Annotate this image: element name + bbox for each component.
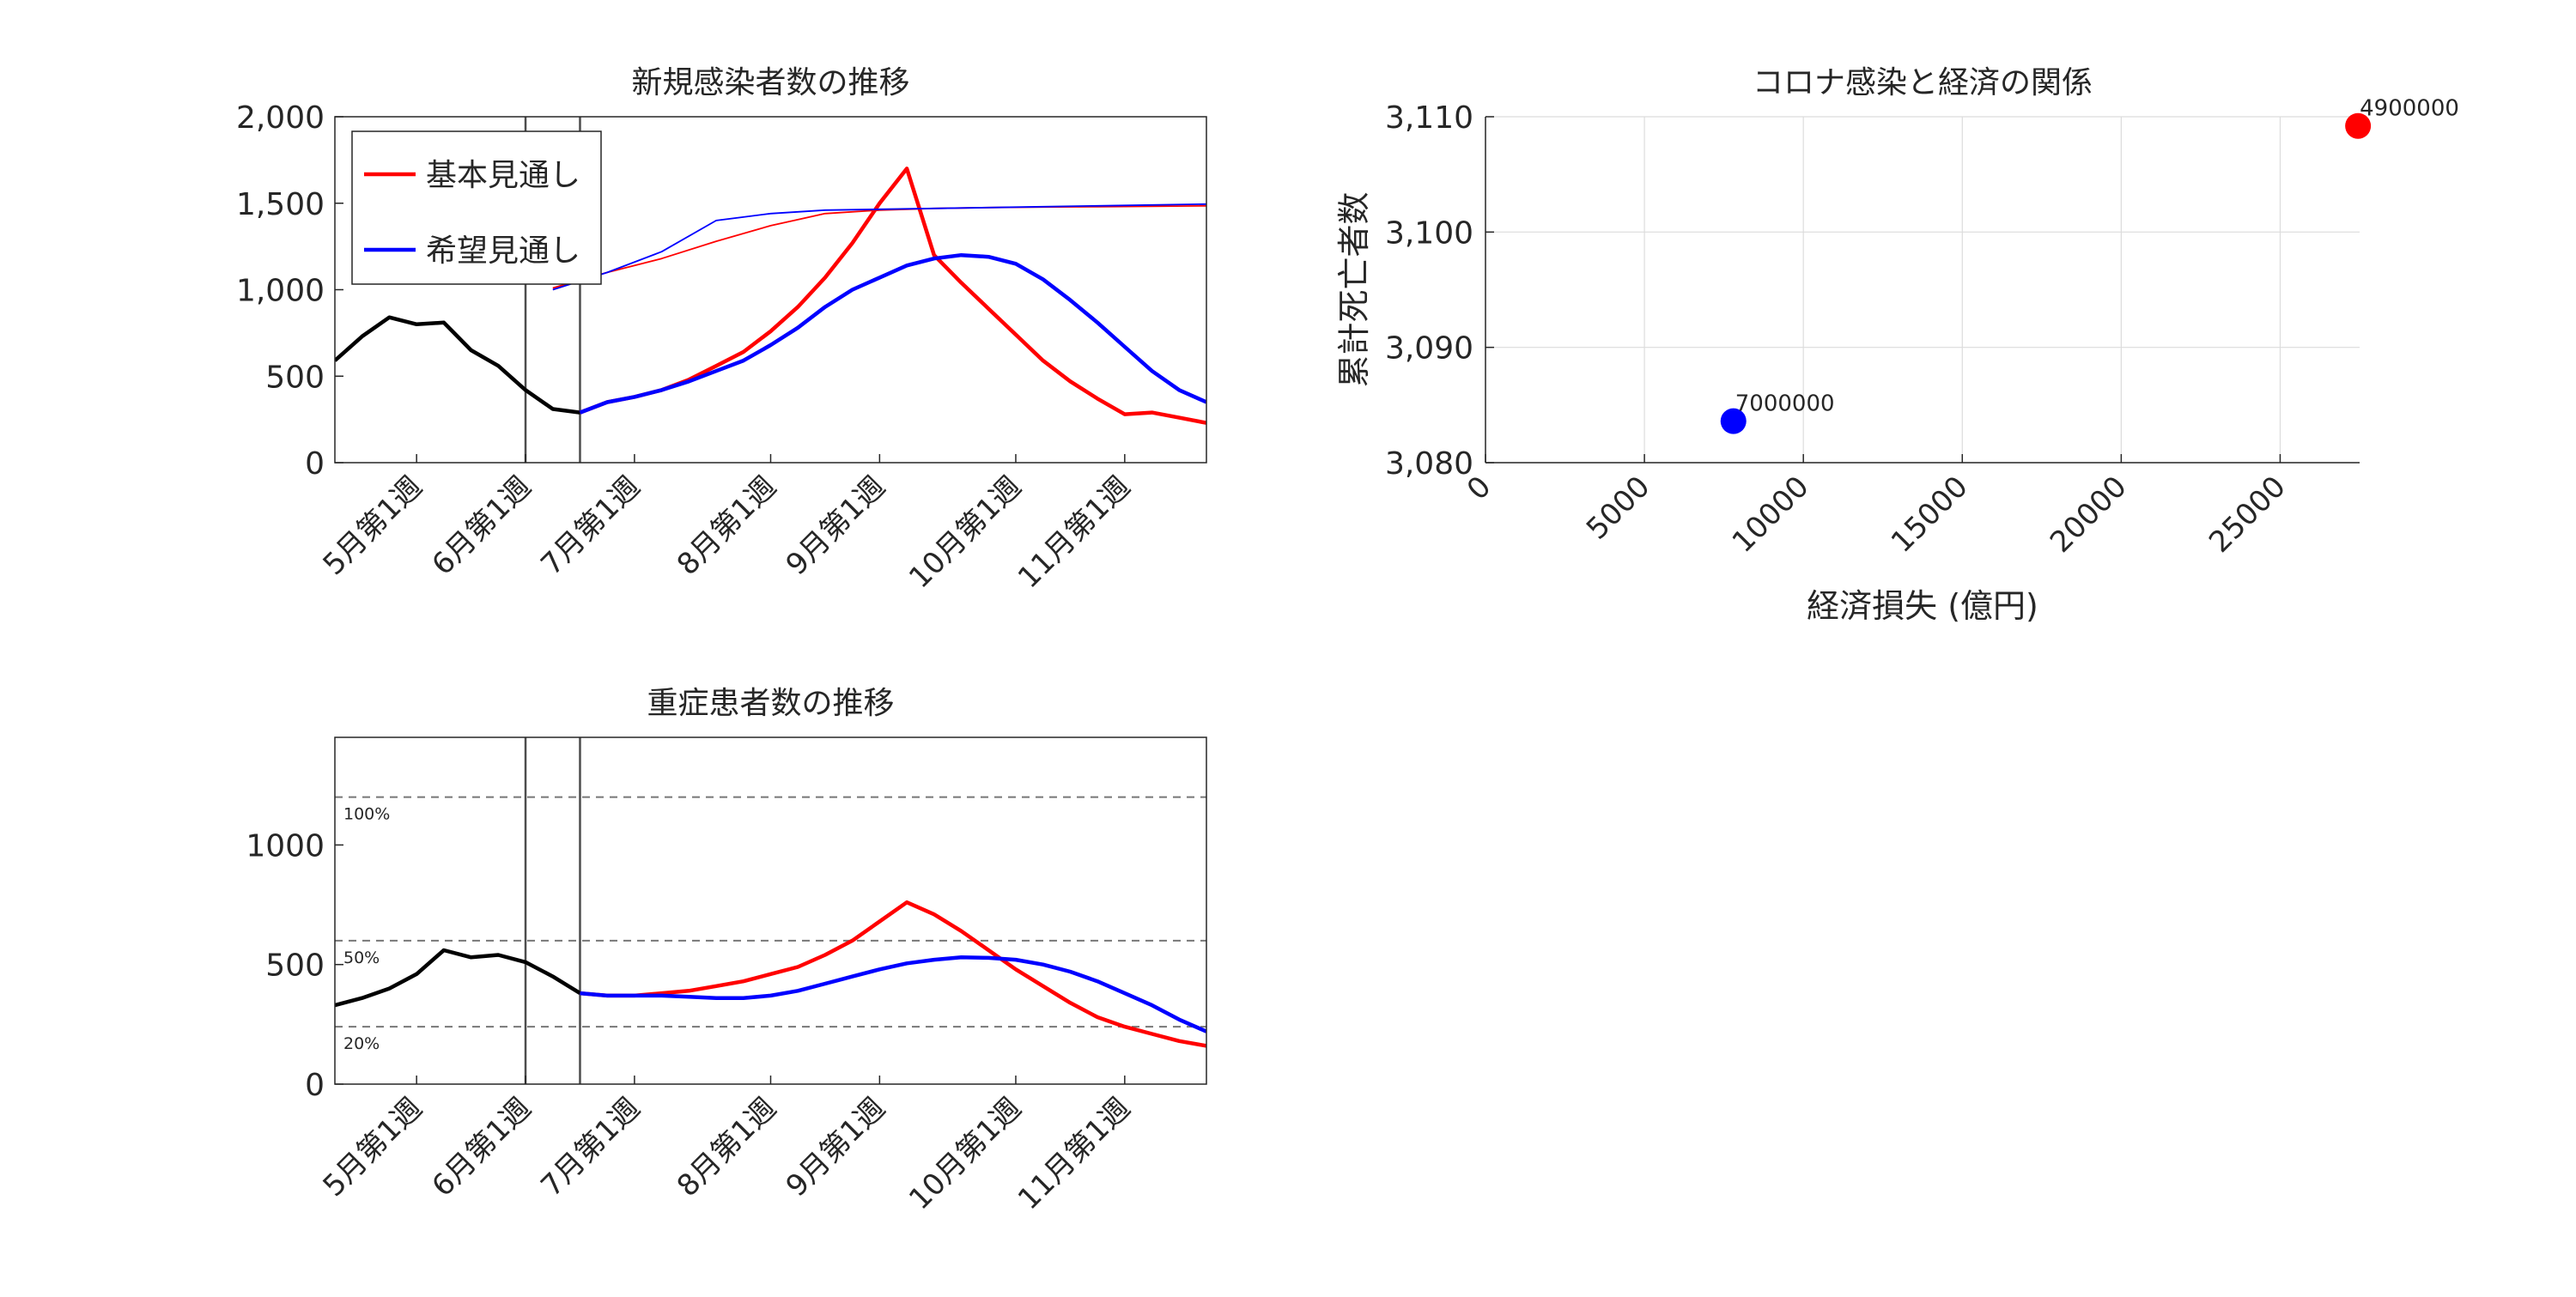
x-tick-label: 25000 <box>2202 470 2293 560</box>
y-tick-label: 3,080 <box>1385 446 1473 482</box>
y-tick-label: 3,100 <box>1385 215 1473 251</box>
x-tick-label: 5月第1週 <box>317 470 429 582</box>
chart-title: 重症患者数の推移 <box>647 686 894 721</box>
y-tick-label: 0 <box>305 446 325 482</box>
x-tick-label: 10000 <box>1726 470 1816 560</box>
x-axis-label: 経済損失 (億円) <box>1807 587 2038 625</box>
x-tick-label: 5月第1週 <box>317 1091 429 1203</box>
x-tick-label: 5000 <box>1580 470 1656 546</box>
x-tick-label: 7月第1週 <box>534 1091 647 1203</box>
legend-label: 希望見通し <box>426 233 580 269</box>
x-tick-label: 8月第1週 <box>671 470 783 582</box>
x-tick-label: 9月第1週 <box>780 1091 892 1203</box>
chart-title: コロナ感染と経済の関係 <box>1753 65 2093 100</box>
series-line-hope <box>579 252 1206 415</box>
x-tick-label: 11月第1週 <box>1012 1091 1137 1216</box>
y-tick-label: 1000 <box>246 828 325 864</box>
series-line-base <box>580 900 1206 1048</box>
x-tick-label: 8月第1週 <box>671 1091 783 1203</box>
y-tick-label: 1,500 <box>236 187 325 222</box>
series-line-actual <box>335 948 581 1008</box>
series-line-hope <box>580 955 1206 1033</box>
x-tick-label: 15000 <box>1885 470 1975 560</box>
scatter-point-label: 7000000 <box>1735 391 1835 417</box>
capacity-label: 50% <box>343 949 380 967</box>
scatter-point <box>2345 112 2372 139</box>
x-tick-label: 10月第1週 <box>902 1091 1028 1216</box>
y-tick-label: 500 <box>265 949 325 984</box>
x-tick-label: 6月第1週 <box>425 1091 538 1203</box>
series-line-thin <box>552 204 1206 289</box>
y-tick-label: 2,000 <box>236 100 325 136</box>
chart-new_cases: 新規感染者数の推移 0 500 1,000 1,500 2,000 5月第1週6月第1週7月… <box>236 65 1207 595</box>
series-line-actual <box>335 315 580 415</box>
y-tick-label: 0 <box>305 1068 325 1103</box>
chart-severe: 重症患者数の推移 100% 50% 20% 0 500 1000 5月第1週6月第1週7月第1… <box>246 686 1207 1216</box>
x-tick-label: 20000 <box>2044 470 2134 560</box>
y-tick-label: 3,090 <box>1385 331 1473 367</box>
axes-box <box>334 736 1207 1085</box>
y-tick-label: 1,000 <box>236 274 325 309</box>
x-tick-label: 7月第1週 <box>534 470 647 582</box>
scatter-point <box>1720 408 1747 434</box>
x-tick-label: 10月第1週 <box>902 470 1028 595</box>
legend-label: 基本見通し <box>426 158 580 193</box>
y-tick-label: 500 <box>265 360 325 395</box>
chart-title: 新規感染者数の推移 <box>631 65 909 100</box>
plot-area <box>335 117 1206 463</box>
legend-box <box>351 130 602 285</box>
x-tick-label: 6月第1週 <box>425 470 538 582</box>
capacity-label: 100% <box>343 805 390 824</box>
capacity-label: 20% <box>343 1034 380 1053</box>
plot-area <box>335 737 1206 1084</box>
x-tick-label: 11月第1週 <box>1012 470 1137 595</box>
y-axis-label: 累計死亡者数 <box>1335 191 1373 387</box>
series-line-thin <box>552 203 1206 291</box>
scatter-point-label: 4900000 <box>2360 96 2459 122</box>
x-tick-label: 9月第1週 <box>780 470 892 582</box>
y-tick-label: 3,110 <box>1385 100 1473 136</box>
